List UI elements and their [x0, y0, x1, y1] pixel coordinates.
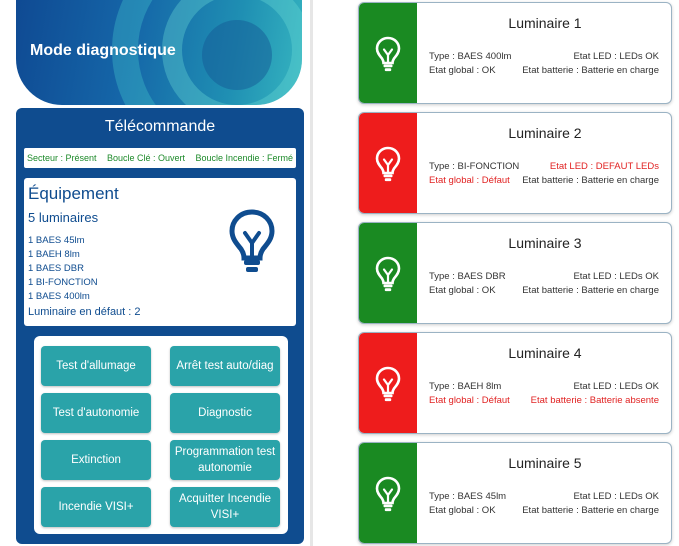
- programmation-test-button[interactable]: Programmation test autonomie: [170, 440, 280, 480]
- luminaire-battery-state: Etat batterie : Batterie en charge: [522, 175, 659, 186]
- incendie-visi-button[interactable]: Incendie VISI+: [41, 487, 151, 527]
- luminaire-row-1: Type : BAEH 8lm Etat LED : LEDs OK: [429, 381, 659, 392]
- command-buttons-area: Test d'allumage Arrêt test auto/diag Tes…: [34, 336, 288, 534]
- luminaire-global-state: Etat global : OK: [429, 505, 496, 516]
- lightbulb-icon: [375, 476, 401, 512]
- luminaire-type: Type : BAEH 8lm: [429, 381, 502, 392]
- luminaire-name: Luminaire 1: [508, 15, 582, 31]
- luminaire-led-state: Etat LED : LEDs OK: [573, 271, 659, 282]
- status-indicator: [359, 333, 417, 433]
- luminaire-row-2: Etat global : OK Etat batterie : Batteri…: [429, 505, 659, 516]
- luminaire-card[interactable]: Luminaire 1 Type : BAES 400lm Etat LED :…: [358, 2, 672, 104]
- status-indicator: [359, 3, 417, 103]
- luminaire-global-state: Etat global : OK: [429, 285, 496, 296]
- left-panel: Mode diagnostique Télécommande Secteur :…: [0, 0, 310, 546]
- luminaire-name: Luminaire 3: [508, 235, 582, 251]
- lightbulb-icon: [375, 146, 401, 182]
- status-indicator: [359, 223, 417, 323]
- list-item: 1 BAES 45lm: [28, 235, 85, 246]
- luminaire-type: Type : BAES 400lm: [429, 51, 512, 62]
- luminaire-name: Luminaire 5: [508, 455, 582, 471]
- lightbulb-icon: [375, 256, 401, 292]
- status-indicator: [359, 113, 417, 213]
- equipment-title: Équipement: [28, 184, 119, 203]
- luminaire-row-2: Etat global : Défaut Etat batterie : Bat…: [429, 395, 659, 406]
- telecommande-panel: Télécommande Secteur : Présent Boucle Cl…: [16, 108, 304, 544]
- extinction-button[interactable]: Extinction: [41, 440, 151, 480]
- luminaire-type: Type : BI-FONCTION: [429, 161, 520, 172]
- luminaire-global-state: Etat global : OK: [429, 65, 496, 76]
- luminaire-battery-state: Etat batterie : Batterie en charge: [522, 65, 659, 76]
- luminaire-row-1: Type : BAES 45lm Etat LED : LEDs OK: [429, 491, 659, 502]
- luminaire-battery-state: Etat batterie : Batterie en charge: [522, 285, 659, 296]
- test-autonomie-button[interactable]: Test d'autonomie: [41, 393, 151, 433]
- luminaire-name: Luminaire 2: [508, 125, 582, 141]
- equipment-count: 5 luminaires: [28, 210, 99, 225]
- luminaire-global-state: Etat global : Défaut: [429, 395, 510, 406]
- luminaire-name: Luminaire 4: [508, 345, 582, 361]
- luminaire-card[interactable]: Luminaire 3 Type : BAES DBR Etat LED : L…: [358, 222, 672, 324]
- lightbulb-icon: [375, 36, 401, 72]
- banner-wave-decoration: [202, 20, 272, 90]
- luminaire-led-state: Etat LED : LEDs OK: [573, 381, 659, 392]
- luminaire-card[interactable]: Luminaire 4 Type : BAEH 8lm Etat LED : L…: [358, 332, 672, 434]
- luminaire-led-state: Etat LED : DEFAUT LEDs: [549, 161, 659, 172]
- luminaire-card[interactable]: Luminaire 2 Type : BI-FONCTION Etat LED …: [358, 112, 672, 214]
- luminaire-led-state: Etat LED : LEDs OK: [573, 51, 659, 62]
- status-boucle-incendie: Boucle Incendie : Fermé: [195, 153, 293, 163]
- status-bar: Secteur : Présent Boucle Clé : Ouvert Bo…: [24, 148, 296, 168]
- luminaire-global-state: Etat global : Défaut: [429, 175, 510, 186]
- luminaire-row-2: Etat global : Défaut Etat batterie : Bat…: [429, 175, 659, 186]
- test-allumage-button[interactable]: Test d'allumage: [41, 346, 151, 386]
- lightbulb-icon: [229, 209, 275, 272]
- arret-test-button[interactable]: Arrêt test auto/diag: [170, 346, 280, 386]
- luminaire-card[interactable]: Luminaire 5 Type : BAES 45lm Etat LED : …: [358, 442, 672, 544]
- list-item: 1 BAES 400lm: [28, 291, 90, 302]
- luminaire-type: Type : BAES DBR: [429, 271, 506, 282]
- diagnostic-button[interactable]: Diagnostic: [170, 393, 280, 433]
- status-indicator: [359, 443, 417, 543]
- luminaire-led-state: Etat LED : LEDs OK: [573, 491, 659, 502]
- luminaire-row-1: Type : BAES 400lm Etat LED : LEDs OK: [429, 51, 659, 62]
- telecommande-title: Télécommande: [104, 118, 216, 135]
- luminaire-row-1: Type : BI-FONCTION Etat LED : DEFAUT LED…: [429, 161, 659, 172]
- luminaire-battery-state: Etat batterie : Batterie en charge: [522, 505, 659, 516]
- lightbulb-icon: [375, 366, 401, 402]
- luminaire-row-2: Etat global : OK Etat batterie : Batteri…: [429, 285, 659, 296]
- luminaire-row-2: Etat global : OK Etat batterie : Batteri…: [429, 65, 659, 76]
- page-title: Mode diagnostique: [30, 42, 176, 59]
- status-boucle-cle: Boucle Clé : Ouvert: [106, 153, 186, 163]
- luminaire-type: Type : BAES 45lm: [429, 491, 507, 502]
- list-item: 1 BAEH 8lm: [28, 249, 80, 260]
- acquitter-incendie-button[interactable]: Acquitter Incendie VISI+: [170, 487, 280, 527]
- status-secteur: Secteur : Présent: [27, 153, 97, 163]
- luminaire-row-1: Type : BAES DBR Etat LED : LEDs OK: [429, 271, 659, 282]
- list-item: 1 BI-FONCTION: [28, 277, 98, 288]
- panel-divider: [310, 0, 313, 546]
- banner-wave-decoration: [162, 0, 302, 105]
- header-banner: Mode diagnostique: [16, 0, 302, 105]
- luminaire-defaut-count: Luminaire en défaut : 2: [28, 306, 141, 318]
- equipment-list: 1 BAES 45lm 1 BAEH 8lm 1 BAES DBR 1 BI-F…: [28, 234, 98, 304]
- equipment-card: Équipement 5 luminaires 1 BAES 45lm 1 BA…: [24, 178, 296, 326]
- list-item: 1 BAES DBR: [28, 263, 84, 274]
- luminaire-battery-state: Etat batterie : Batterie absente: [530, 395, 659, 406]
